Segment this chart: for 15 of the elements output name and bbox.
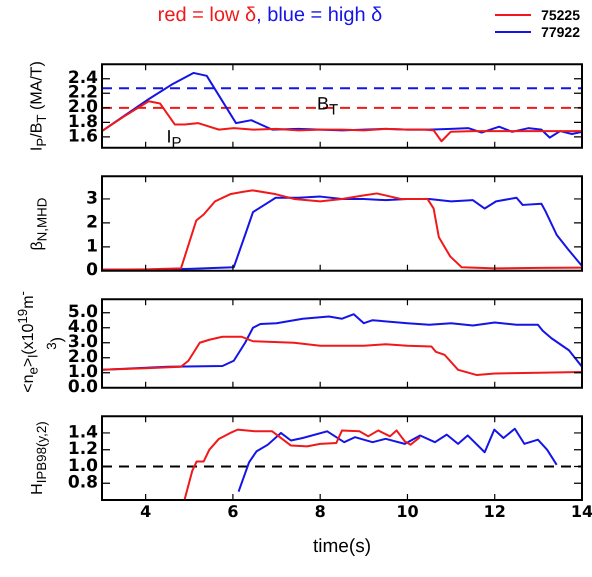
y-tick-label: 1: [86, 236, 98, 256]
y-tick-label: 0: [86, 260, 98, 280]
x-tick-label: 10: [396, 502, 419, 521]
x-tick-label: 4: [140, 502, 152, 521]
annotation: I$_{P}$: [166, 127, 182, 152]
legend-label: 75225: [541, 6, 580, 22]
legend-label: 77922: [541, 24, 580, 40]
x-tick-label: 12: [484, 502, 506, 521]
x-tick-label: 8: [314, 502, 326, 521]
annotation: B$_{T}$: [317, 94, 338, 118]
x-tick-label: 6: [227, 502, 238, 521]
y-tick-label: 2: [86, 212, 98, 232]
chart-title: red = low δ, blue = high δ: [158, 4, 382, 26]
y-tick-label: 3: [86, 188, 98, 208]
x-axis-title: time(s): [312, 536, 372, 557]
